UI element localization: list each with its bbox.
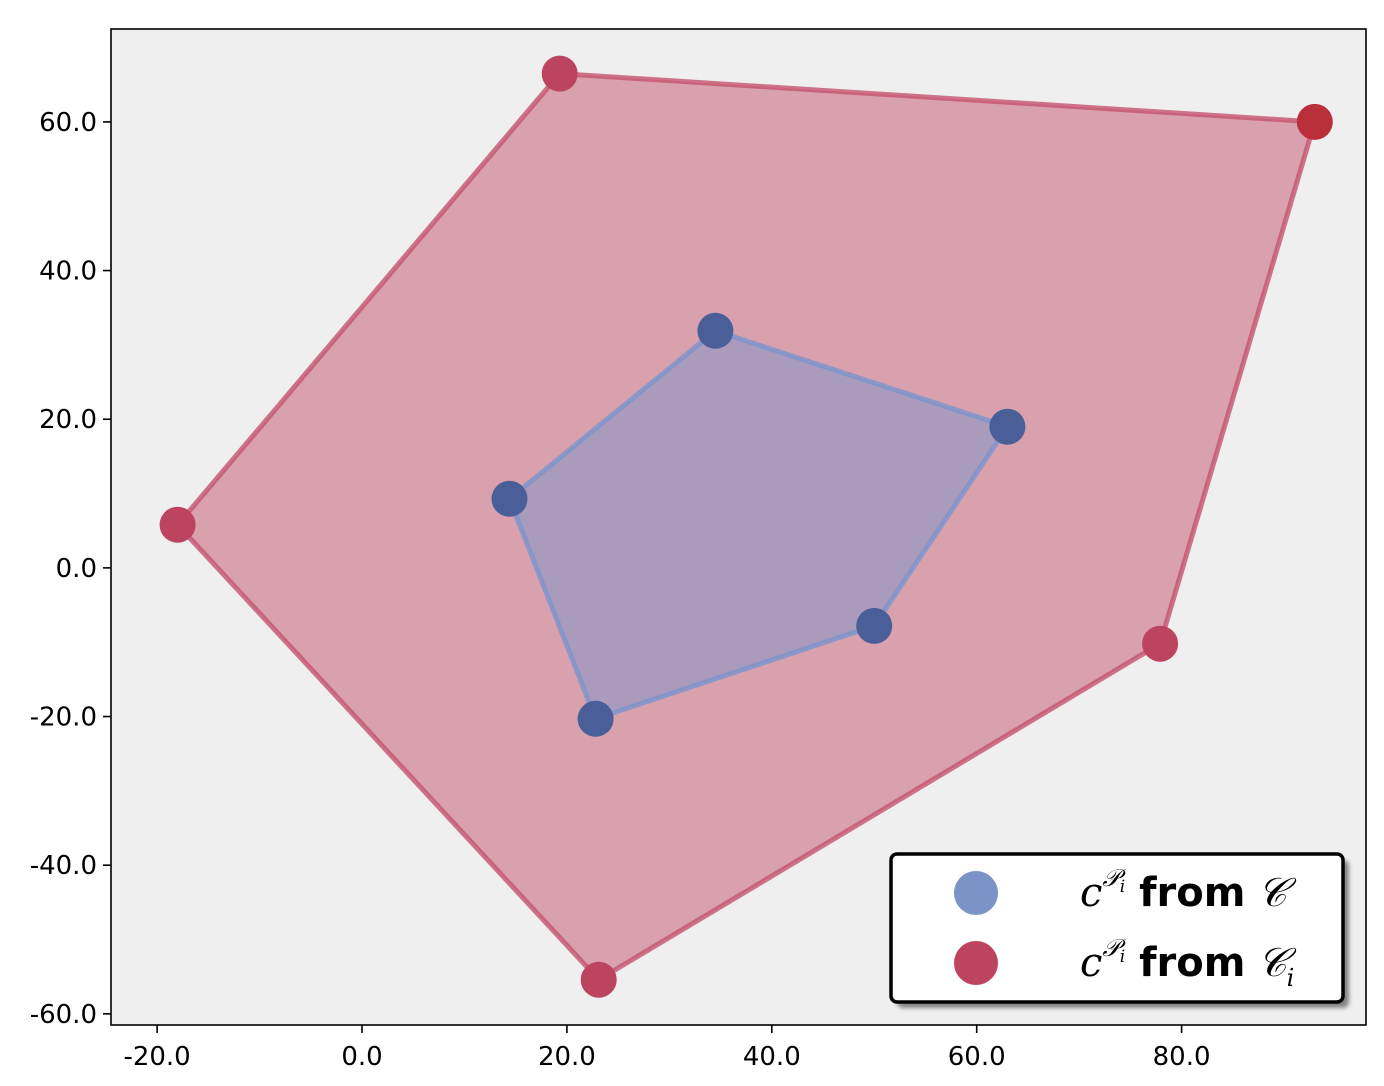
y-tick-label: 0.0: [56, 554, 97, 584]
x-tick-label: 0.0: [341, 1042, 382, 1072]
legend: c𝒫i from 𝒞 c𝒫i from 𝒞i: [889, 852, 1345, 1004]
outer-point: [1296, 103, 1333, 140]
x-tick-label: 20.0: [538, 1042, 596, 1072]
y-tick-label: -60.0: [30, 1000, 97, 1030]
legend-marker-inner: [954, 871, 998, 915]
legend-marker-outer: [954, 941, 998, 985]
outer-point: [541, 55, 578, 92]
legend-box: [889, 852, 1345, 1004]
inner-point: [697, 312, 734, 349]
outer-point: [580, 961, 617, 998]
y-axis: -60.0 -40.0 -20.0 0.0 20.0 40.0 60.0: [30, 108, 111, 1030]
outer-point: [159, 506, 196, 543]
inner-hull-polygon: [506, 327, 1012, 722]
x-axis: -20.0 0.0 20.0 40.0 60.0 80.0: [123, 1025, 1211, 1072]
points-layer: [159, 55, 1333, 998]
y-tick-label: 40.0: [39, 257, 97, 287]
x-tick-label: 60.0: [948, 1042, 1006, 1072]
hull-layer: [174, 71, 1319, 983]
inner-point: [577, 700, 614, 737]
inner-point: [491, 480, 528, 517]
outer-point: [1142, 625, 1179, 662]
y-tick-label: -20.0: [30, 703, 97, 733]
y-tick-label: 60.0: [39, 108, 97, 138]
x-tick-label: 40.0: [743, 1042, 801, 1072]
y-tick-label: -40.0: [30, 851, 97, 881]
y-tick-label: 20.0: [39, 405, 97, 435]
inner-point: [989, 408, 1026, 445]
plot-frame: [110, 28, 1367, 1026]
x-tick-label: 80.0: [1153, 1042, 1211, 1072]
inner-point: [856, 607, 893, 644]
x-tick-label: -20.0: [123, 1042, 190, 1072]
